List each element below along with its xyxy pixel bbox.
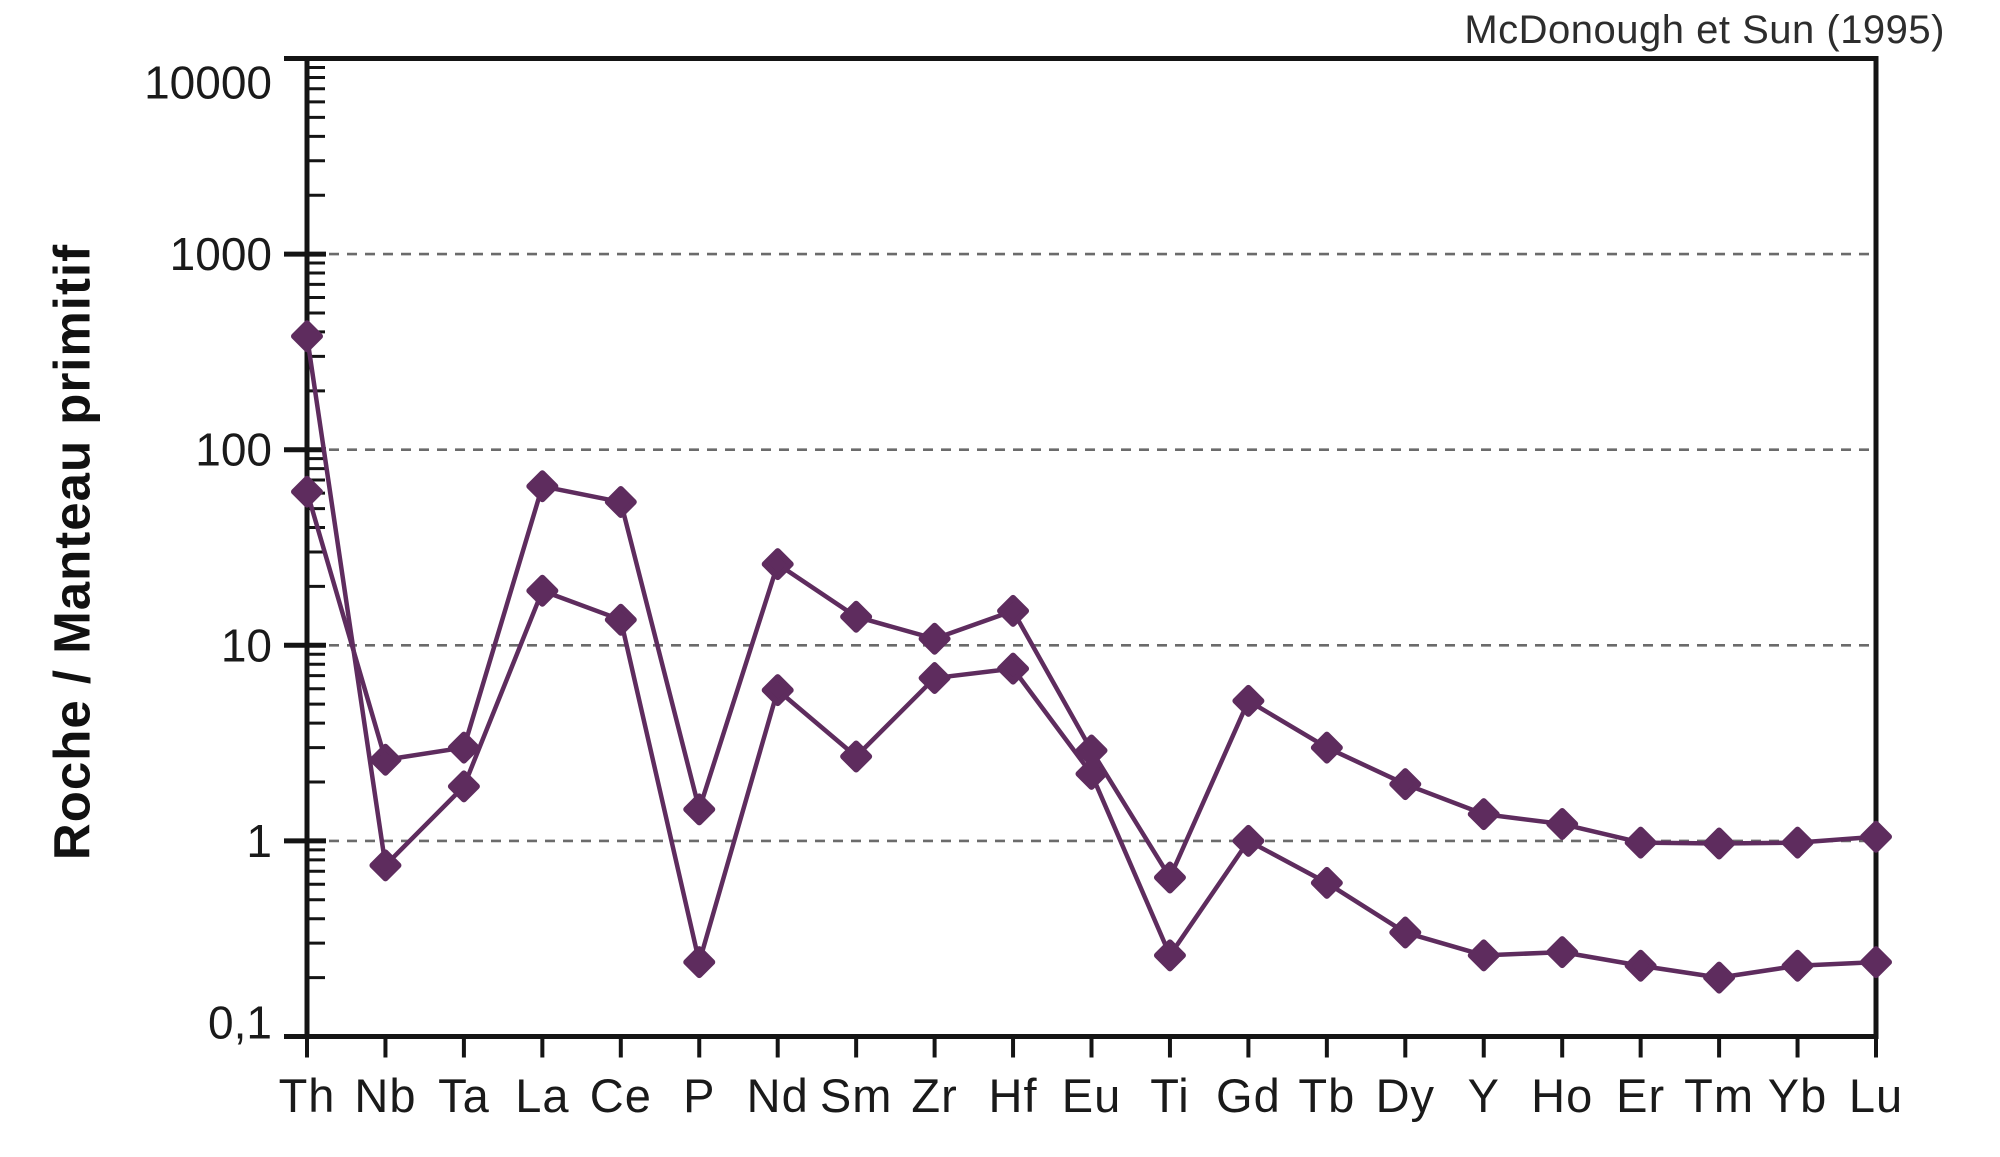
data-point-serie-1-Nb (369, 849, 402, 882)
x-tick-label-Nb: Nb (354, 1069, 416, 1122)
x-tick-label-Ti: Ti (1150, 1069, 1189, 1122)
data-point-serie-2-Tb (1310, 731, 1343, 764)
data-point-serie-1-Ti (1153, 939, 1186, 972)
data-point-serie-2-Ta (447, 731, 480, 764)
data-point-serie-1-Ho (1546, 936, 1579, 969)
x-tick-label-Th: Th (279, 1069, 336, 1122)
data-point-serie-1-Lu (1860, 946, 1892, 979)
data-point-serie-2-Yb (1781, 826, 1814, 859)
data-point-serie-1-Th (291, 320, 323, 353)
y-tick-label-1: 1 (246, 815, 272, 867)
data-point-serie-2-Dy (1389, 768, 1422, 801)
data-point-serie-2-Zr (918, 622, 951, 655)
chart-source-label: McDonough et Sun (1995) (1464, 8, 1945, 52)
data-point-serie-1-Hf (997, 652, 1030, 685)
data-point-serie-1-Dy (1389, 916, 1422, 949)
x-tick-label-Nd: Nd (747, 1069, 809, 1122)
data-point-serie-1-Zr (918, 662, 951, 695)
y-tick-label-10: 10 (221, 619, 272, 671)
x-tick-label-Eu: Eu (1062, 1069, 1122, 1122)
x-tick-label-Lu: Lu (1849, 1069, 1903, 1122)
y-tick-label-100: 100 (195, 424, 272, 476)
x-tick-label-Tm: Tm (1684, 1069, 1754, 1122)
x-tick-label-Er: Er (1616, 1069, 1665, 1122)
data-point-serie-2-Ce (604, 486, 637, 519)
plot-frame (304, 56, 1879, 1039)
data-point-serie-1-Ta (447, 770, 480, 803)
data-point-serie-2-Sm (840, 600, 873, 633)
data-point-serie-2-Nb (369, 743, 402, 776)
data-point-serie-2-Tm (1703, 827, 1736, 860)
data-point-serie-2-Eu (1075, 734, 1108, 767)
data-point-serie-1-Tm (1703, 961, 1736, 994)
series-line-serie-2 (304, 484, 1877, 880)
data-point-serie-2-Er (1624, 826, 1657, 859)
x-tick-label-Gd: Gd (1216, 1069, 1281, 1122)
x-tick-label-P: P (683, 1069, 715, 1122)
data-point-serie-2-Hf (997, 594, 1030, 627)
y-tick-label-0,1: 0,1 (208, 997, 272, 1049)
x-tick-label-Tb: Tb (1298, 1069, 1355, 1122)
x-tick-label-Dy: Dy (1376, 1069, 1435, 1122)
x-tick-label-Yb: Yb (1768, 1069, 1828, 1122)
data-point-serie-1-Sm (840, 740, 873, 773)
data-point-serie-1-Er (1624, 949, 1657, 982)
data-point-serie-1-Tb (1310, 866, 1343, 899)
series-line-serie-1 (304, 335, 1877, 980)
x-tick-label-Ho: Ho (1531, 1069, 1593, 1122)
data-point-serie-2-P (683, 793, 716, 826)
data-point-serie-1-Eu (1075, 757, 1108, 790)
data-point-serie-1-Nd (761, 674, 794, 707)
data-point-serie-2-Y (1467, 798, 1500, 831)
data-point-serie-1-Y (1467, 939, 1500, 972)
x-tick-label-La: La (515, 1069, 569, 1122)
x-tick-label-Ce: Ce (590, 1069, 652, 1122)
data-point-serie-2-Ti (1153, 861, 1186, 894)
data-point-serie-2-La (526, 470, 559, 503)
data-point-serie-2-Ho (1546, 808, 1579, 841)
data-point-serie-1-La (526, 574, 559, 607)
data-point-serie-2-Nd (761, 548, 794, 581)
y-tick-label-1000: 1000 (170, 228, 272, 280)
x-tick-label-Zr: Zr (911, 1069, 957, 1122)
x-tick-label-Hf: Hf (989, 1069, 1038, 1122)
data-point-serie-2-Th (291, 475, 323, 508)
data-point-serie-1-Gd (1232, 824, 1265, 857)
data-point-serie-1-Ce (604, 603, 637, 636)
y-tick-label-10000: 10000 (144, 57, 272, 109)
data-point-serie-1-P (683, 946, 716, 979)
x-tick-label-Y: Y (1468, 1069, 1500, 1122)
data-point-serie-2-Gd (1232, 684, 1265, 717)
x-tick-label-Sm: Sm (820, 1069, 893, 1122)
data-point-serie-1-Yb (1781, 949, 1814, 982)
data-point-serie-2-Lu (1860, 820, 1892, 853)
x-tick-label-Ta: Ta (438, 1069, 490, 1122)
